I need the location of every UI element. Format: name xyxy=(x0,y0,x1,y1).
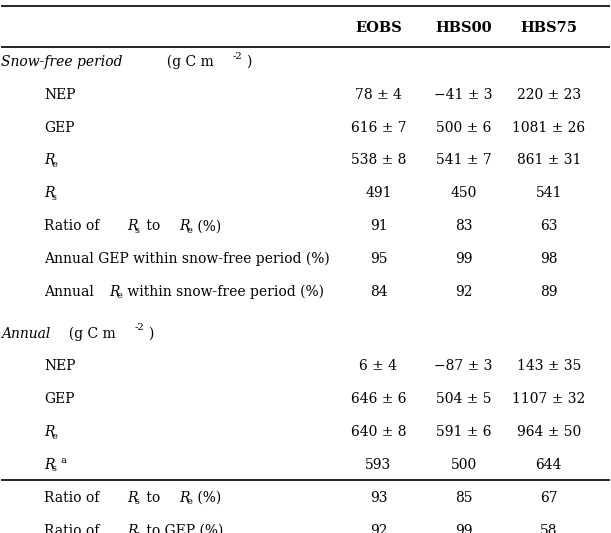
Text: R: R xyxy=(179,219,189,233)
Text: Snow-free period: Snow-free period xyxy=(1,55,123,69)
Text: 99: 99 xyxy=(455,524,472,533)
Text: 6 ± 4: 6 ± 4 xyxy=(359,359,398,374)
Text: ): ) xyxy=(246,55,251,69)
Text: 83: 83 xyxy=(455,219,472,233)
Text: (g C m: (g C m xyxy=(158,54,214,69)
Text: s: s xyxy=(135,530,140,533)
Text: e: e xyxy=(186,497,192,506)
Text: to: to xyxy=(142,219,164,233)
Text: e: e xyxy=(116,292,122,300)
Text: GEP: GEP xyxy=(44,120,75,134)
Text: 143 ± 35: 143 ± 35 xyxy=(517,359,581,374)
Text: Annual: Annual xyxy=(44,285,98,299)
Text: e: e xyxy=(186,225,192,235)
Text: R: R xyxy=(128,219,138,233)
Text: s: s xyxy=(135,497,140,506)
Text: 84: 84 xyxy=(370,285,387,299)
Text: R: R xyxy=(44,425,54,439)
Text: 91: 91 xyxy=(370,219,387,233)
Text: 93: 93 xyxy=(370,491,387,505)
Text: 63: 63 xyxy=(540,219,558,233)
Text: ): ) xyxy=(148,327,153,341)
Text: Annual: Annual xyxy=(1,327,51,341)
Text: 593: 593 xyxy=(365,458,392,472)
Text: e: e xyxy=(51,160,57,169)
Text: 85: 85 xyxy=(455,491,472,505)
Text: Ratio of: Ratio of xyxy=(44,491,104,505)
Text: Ratio of: Ratio of xyxy=(44,524,104,533)
Text: s: s xyxy=(51,193,56,201)
Text: 491: 491 xyxy=(365,187,392,200)
Text: Annual GEP within snow-free period (%): Annual GEP within snow-free period (%) xyxy=(44,252,330,266)
Text: R: R xyxy=(179,491,189,505)
Text: e: e xyxy=(51,432,57,440)
Text: 89: 89 xyxy=(540,285,558,299)
Text: −41 ± 3: −41 ± 3 xyxy=(434,88,493,102)
Text: within snow-free period (%): within snow-free period (%) xyxy=(123,285,324,299)
Text: 99: 99 xyxy=(455,252,472,266)
Text: 98: 98 xyxy=(540,252,558,266)
Text: 646 ± 6: 646 ± 6 xyxy=(351,392,406,406)
Text: s: s xyxy=(51,464,56,473)
Text: 541: 541 xyxy=(535,187,562,200)
Text: 861 ± 31: 861 ± 31 xyxy=(517,154,581,167)
Text: -2: -2 xyxy=(134,323,144,332)
Text: 58: 58 xyxy=(540,524,558,533)
Text: 78 ± 4: 78 ± 4 xyxy=(355,88,402,102)
Text: 1107 ± 32: 1107 ± 32 xyxy=(512,392,585,406)
Text: a: a xyxy=(58,456,67,465)
Text: s: s xyxy=(135,225,140,235)
Text: Ratio of: Ratio of xyxy=(44,219,104,233)
Text: 541 ± 7: 541 ± 7 xyxy=(436,154,491,167)
Text: to GEP (%): to GEP (%) xyxy=(142,524,223,533)
Text: 220 ± 23: 220 ± 23 xyxy=(517,88,581,102)
Text: 538 ± 8: 538 ± 8 xyxy=(351,154,406,167)
Text: GEP: GEP xyxy=(44,392,75,406)
Text: 644: 644 xyxy=(535,458,562,472)
Text: 500: 500 xyxy=(450,458,477,472)
Text: R: R xyxy=(109,285,119,299)
Text: 67: 67 xyxy=(540,491,558,505)
Text: 616 ± 7: 616 ± 7 xyxy=(351,120,406,134)
Text: -2: -2 xyxy=(233,52,243,61)
Text: to: to xyxy=(142,491,164,505)
Text: 964 ± 50: 964 ± 50 xyxy=(517,425,581,439)
Text: (g C m: (g C m xyxy=(60,326,116,341)
Text: 504 ± 5: 504 ± 5 xyxy=(436,392,491,406)
Text: NEP: NEP xyxy=(44,359,76,374)
Text: 640 ± 8: 640 ± 8 xyxy=(351,425,406,439)
Text: R: R xyxy=(44,154,54,167)
Text: R: R xyxy=(128,524,138,533)
Text: (%): (%) xyxy=(193,219,221,233)
Text: 95: 95 xyxy=(370,252,387,266)
Text: HBS75: HBS75 xyxy=(521,21,577,35)
Text: (%): (%) xyxy=(193,491,221,505)
Text: 92: 92 xyxy=(370,524,387,533)
Text: R: R xyxy=(128,491,138,505)
Text: 1081 ± 26: 1081 ± 26 xyxy=(512,120,585,134)
Text: R: R xyxy=(44,187,54,200)
Text: 92: 92 xyxy=(455,285,472,299)
Text: −87 ± 3: −87 ± 3 xyxy=(434,359,493,374)
Text: 500 ± 6: 500 ± 6 xyxy=(436,120,491,134)
Text: 591 ± 6: 591 ± 6 xyxy=(436,425,491,439)
Text: HBS00: HBS00 xyxy=(435,21,492,35)
Text: NEP: NEP xyxy=(44,88,76,102)
Text: EOBS: EOBS xyxy=(355,21,402,35)
Text: 450: 450 xyxy=(450,187,477,200)
Text: R: R xyxy=(44,458,54,472)
